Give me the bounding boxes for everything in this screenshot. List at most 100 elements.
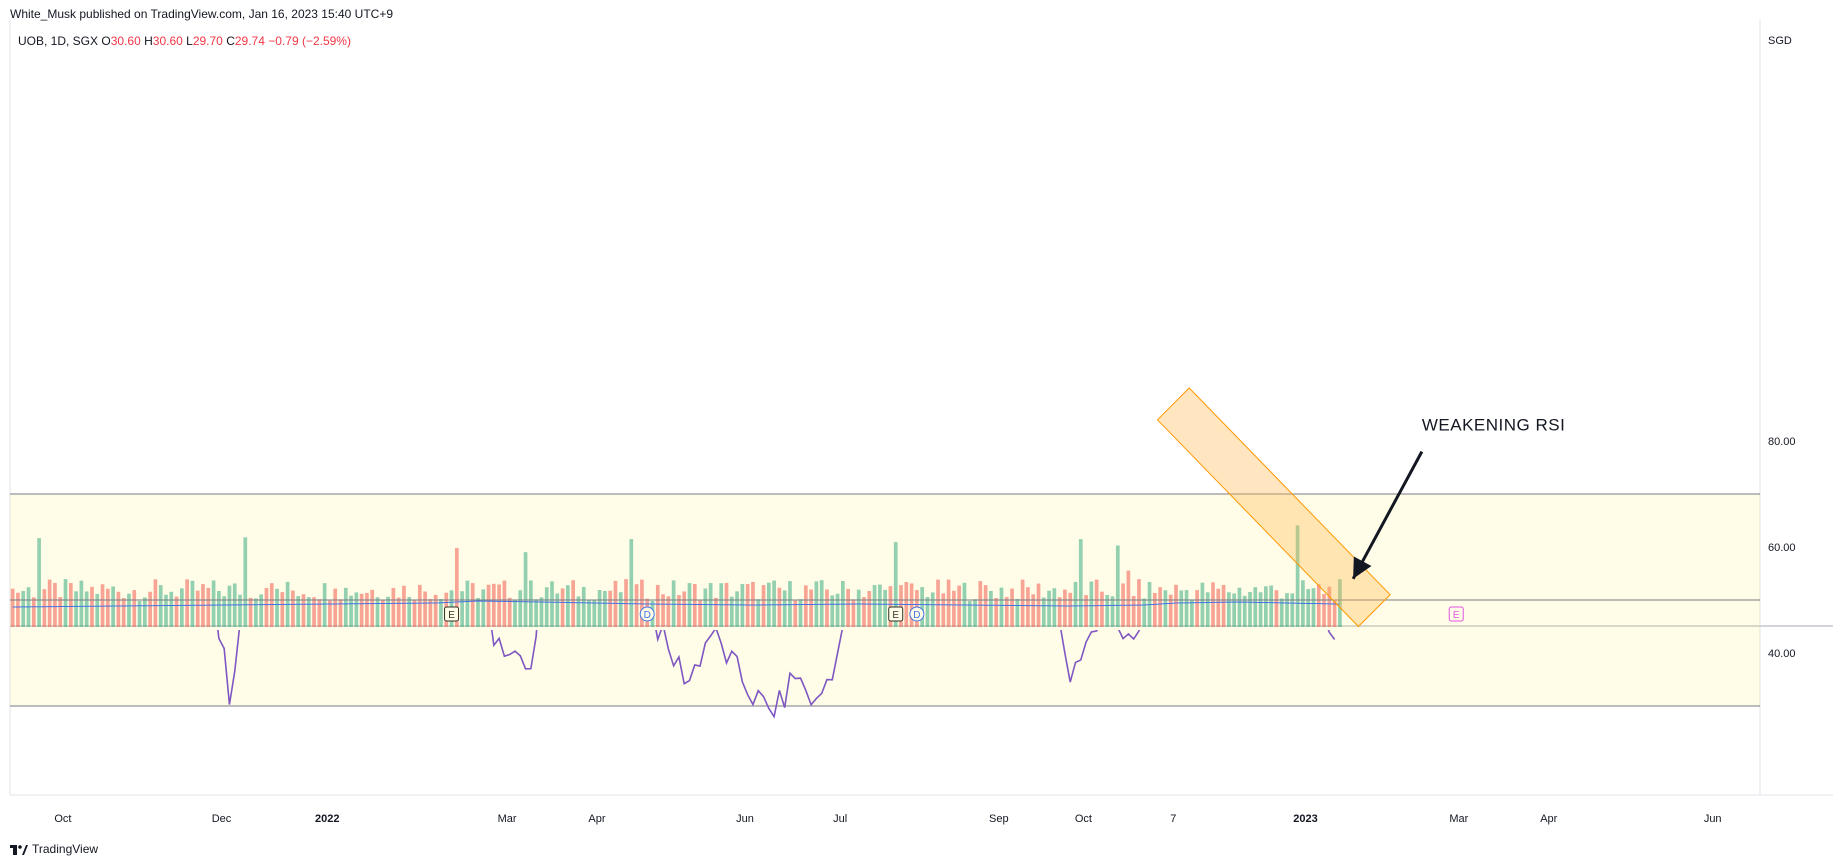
volume-bar	[497, 584, 501, 627]
time-axis-tick: Mar	[1449, 813, 1468, 825]
volume-bar	[105, 588, 110, 627]
volume-bar	[941, 593, 946, 627]
ohlc-legend: UOB, 1D, SGX O30.60 H30.60 L29.70 C29.74…	[18, 34, 351, 48]
volume-bar	[592, 600, 597, 627]
volume-bar	[634, 584, 639, 627]
earnings-event-label: E	[892, 610, 899, 621]
volume-bar	[349, 595, 353, 627]
volume-bar	[1205, 592, 1210, 627]
dividend-event-icon	[639, 606, 655, 622]
time-axis-tick: Dec	[212, 813, 232, 825]
volume-bar	[465, 580, 470, 627]
volume-bar	[899, 585, 903, 627]
volume-bar	[1327, 586, 1332, 627]
volume-bar	[698, 600, 702, 627]
volume-bar	[111, 586, 115, 627]
symbol-label: UOB, 1D, SGX	[18, 34, 99, 48]
volume-bar	[439, 598, 443, 627]
volume-bar	[999, 587, 1004, 627]
volume-bar	[190, 580, 195, 627]
volume-bar	[560, 588, 565, 627]
dividend-event-label: D	[644, 610, 651, 621]
rsi-trend-channel	[1156, 387, 1391, 628]
tradingview-logo[interactable]: TradingView	[10, 842, 98, 856]
volume-bar	[1227, 592, 1231, 627]
volume-bar	[994, 597, 999, 627]
volume-bar	[1163, 590, 1168, 627]
volume-bar	[148, 591, 152, 627]
volume-bar	[1105, 595, 1110, 627]
volume-bar	[1152, 593, 1157, 627]
volume-bar	[1174, 584, 1178, 627]
volume-bar	[1158, 587, 1162, 627]
volume-bar	[396, 597, 401, 627]
volume-bar	[454, 548, 459, 627]
open-label: O	[101, 34, 111, 48]
volume-bar	[640, 579, 644, 627]
volume-bar	[121, 598, 126, 627]
volume-bar	[1295, 525, 1300, 627]
volume-bar	[798, 599, 803, 627]
volume-average-line	[12, 600, 1340, 608]
time-axis-tick: Jun	[736, 813, 754, 825]
volume-bar	[566, 585, 570, 627]
volume-bar	[476, 597, 480, 627]
volume-bar	[74, 591, 78, 627]
volume-bar	[1184, 590, 1189, 627]
volume-bar	[254, 598, 258, 627]
time-axis-tick: 2023	[1293, 813, 1317, 825]
volume-bar	[751, 581, 755, 627]
time-axis-tick: Oct	[54, 813, 71, 825]
volume-bar	[185, 579, 189, 627]
volume-bar	[729, 596, 734, 627]
volume-bar	[31, 597, 36, 627]
volume-bar	[666, 596, 671, 627]
volume-bar	[380, 600, 385, 627]
volume-bar	[280, 592, 285, 627]
volume-bar	[58, 597, 63, 627]
volume-bar	[275, 588, 279, 627]
low-value: 29.70	[192, 34, 223, 48]
volume-bar	[211, 580, 216, 627]
volume-bar	[21, 591, 26, 627]
volume-bar	[1179, 590, 1184, 627]
volume-bar	[1073, 581, 1078, 627]
volume-bar	[1168, 594, 1173, 627]
volume-bar	[423, 591, 427, 627]
volume-bar	[513, 599, 517, 627]
volume-bar	[1020, 579, 1025, 627]
volume-bar	[735, 591, 739, 627]
volume-bar	[328, 600, 332, 627]
rsi-line	[217, 630, 1336, 719]
volume-bar	[835, 593, 840, 627]
volume-bar	[893, 542, 898, 627]
volume-bar	[1338, 579, 1342, 627]
volume-bar	[1279, 598, 1284, 627]
volume-bar	[95, 593, 100, 627]
volume-bar	[872, 585, 877, 627]
volume-bar	[1195, 590, 1199, 627]
volume-bar	[692, 583, 697, 627]
volume-bar	[1258, 592, 1263, 627]
earnings-event-label: E	[448, 610, 455, 621]
tradingview-icon	[10, 844, 28, 855]
volume-bar	[428, 599, 433, 627]
volume-bar	[772, 580, 776, 627]
time-axis-tick: 7	[1170, 813, 1176, 825]
volume-bar	[1332, 600, 1337, 627]
time-axis-tick: 2022	[315, 813, 339, 825]
volume-bar	[1010, 588, 1014, 627]
time-axis-tick: Jul	[833, 813, 847, 825]
volume-bar	[1211, 582, 1215, 627]
volume-bar	[222, 596, 227, 627]
change-value: −0.79 (−2.59%)	[268, 34, 351, 48]
volume-bar	[629, 539, 634, 627]
volume-bar	[47, 579, 52, 627]
volume-bar	[68, 583, 73, 627]
volume-bar	[920, 587, 925, 627]
volume-bar	[365, 592, 369, 627]
volume-bar	[1068, 592, 1073, 627]
volume-bar	[523, 552, 528, 627]
time-axis-tick: Apr	[588, 813, 605, 825]
